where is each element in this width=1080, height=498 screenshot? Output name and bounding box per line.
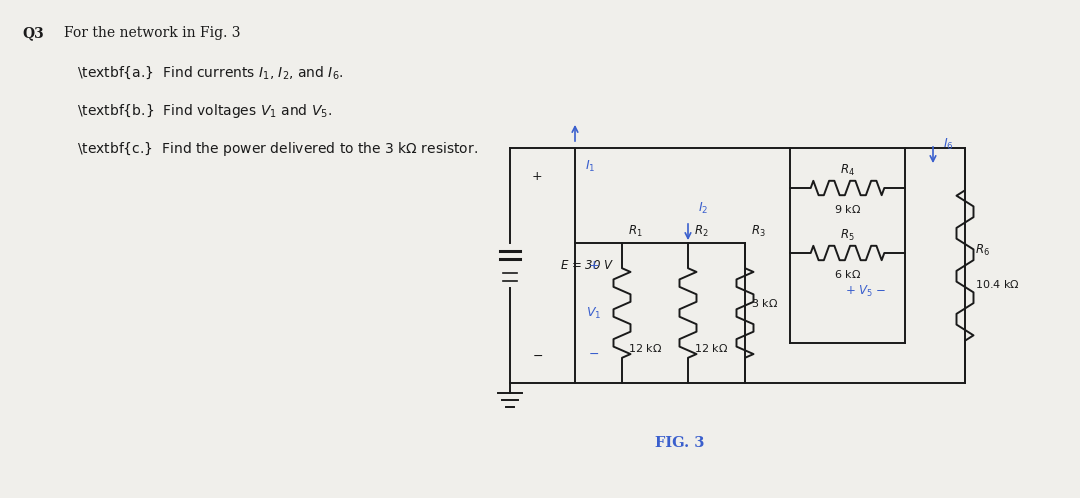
Text: \textbf{a.}  Find currents $I_1$, $I_2$, and $I_6$.: \textbf{a.} Find currents $I_1$, $I_2$, …	[77, 64, 343, 81]
Text: For the network in Fig. 3: For the network in Fig. 3	[64, 26, 241, 40]
Text: FIG. 3: FIG. 3	[656, 436, 704, 450]
Text: $R_4$: $R_4$	[840, 163, 855, 178]
Text: $R_1$: $R_1$	[627, 224, 643, 239]
Text: $R_5$: $R_5$	[840, 228, 855, 243]
Text: +: +	[589, 258, 599, 271]
Text: + $V_5$ $-$: + $V_5$ $-$	[845, 283, 887, 298]
Text: 6 k$\Omega$: 6 k$\Omega$	[834, 268, 861, 280]
Text: $I_1$: $I_1$	[585, 158, 595, 173]
Text: +: +	[532, 169, 542, 182]
Text: $-$: $-$	[532, 349, 543, 362]
Text: $R_6$: $R_6$	[975, 243, 990, 258]
Text: $R_3$: $R_3$	[751, 224, 766, 239]
Text: $R_2$: $R_2$	[694, 224, 708, 239]
Text: $I_2$: $I_2$	[698, 201, 708, 216]
Text: Q3: Q3	[22, 26, 44, 40]
Text: \textbf{b.}  Find voltages $V_1$ and $V_5$.: \textbf{b.} Find voltages $V_1$ and $V_5…	[77, 102, 332, 120]
Text: 12 k$\Omega$: 12 k$\Omega$	[627, 342, 662, 354]
Text: 12 k$\Omega$: 12 k$\Omega$	[694, 342, 728, 354]
Text: $I_6$: $I_6$	[943, 136, 954, 151]
Text: 9 k$\Omega$: 9 k$\Omega$	[834, 203, 861, 215]
Text: 3 k$\Omega$: 3 k$\Omega$	[751, 297, 778, 309]
Text: $E$ = 30 V: $E$ = 30 V	[561, 259, 615, 272]
Text: 10.4 k$\Omega$: 10.4 k$\Omega$	[975, 277, 1020, 289]
Text: $V_1$: $V_1$	[586, 305, 602, 321]
Text: $-$: $-$	[589, 347, 599, 360]
Text: \textbf{c.}  Find the power delivered to the 3 k$\Omega$ resistor.: \textbf{c.} Find the power delivered to …	[77, 140, 478, 158]
